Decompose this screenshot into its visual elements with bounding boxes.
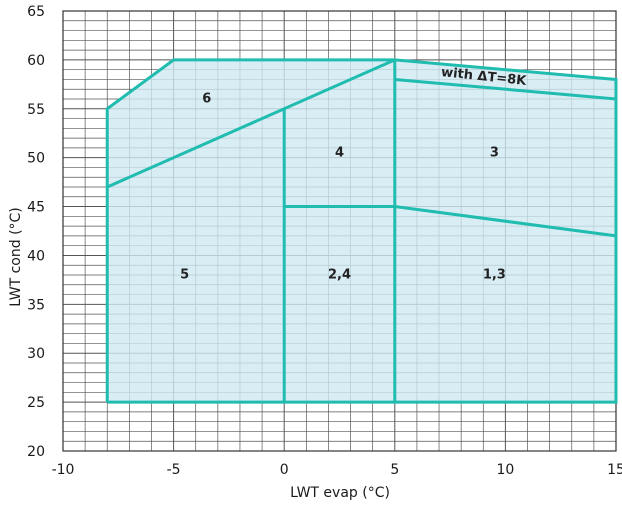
y-tick-label: 25 (27, 395, 45, 411)
boundary-lines (105, 58, 618, 404)
y-tick-label: 40 (27, 248, 45, 264)
y-axis-title: LWT cond (°C) (8, 207, 24, 307)
y-tick-label: 65 (27, 4, 45, 20)
boundary-split-45 (284, 205, 617, 238)
x-tick-label: -10 (52, 462, 75, 478)
zone-label: 4 (335, 145, 344, 160)
y-tick-label: 30 (27, 346, 45, 362)
y-tick-label: 55 (27, 102, 45, 118)
x-tick-label: 10 (496, 462, 514, 478)
zone-label: 1,3 (483, 268, 506, 283)
boundary-diagonal (106, 58, 396, 189)
envelope-area (107, 59, 617, 403)
x-tick-label: 15 (607, 462, 622, 478)
zone-label: 3 (490, 145, 499, 160)
y-tick-label: 45 (27, 200, 45, 216)
x-axis-title: LWT evap (°C) (290, 485, 390, 501)
x-tick-label: -5 (167, 462, 181, 478)
envelope-fill (107, 59, 617, 403)
x-tick-label: 5 (390, 462, 399, 478)
y-tick-label: 20 (27, 444, 45, 460)
zone-labels: 6 4 3 5 2,4 1,3 (180, 92, 506, 283)
y-tick-label: 50 (27, 151, 45, 167)
y-tick-labels: 20 25 30 35 40 45 50 55 60 65 (27, 4, 45, 460)
zone-label: 2,4 (328, 268, 351, 283)
boundary-delta-t-line (394, 77, 617, 101)
zone-label: 6 (202, 92, 211, 107)
x-tick-labels: -10 -5 0 5 10 15 (52, 462, 622, 478)
y-tick-label: 60 (27, 53, 45, 69)
x-tick-label: 0 (280, 462, 289, 478)
y-tick-label: 35 (27, 297, 45, 313)
zone-label: 5 (180, 268, 189, 283)
